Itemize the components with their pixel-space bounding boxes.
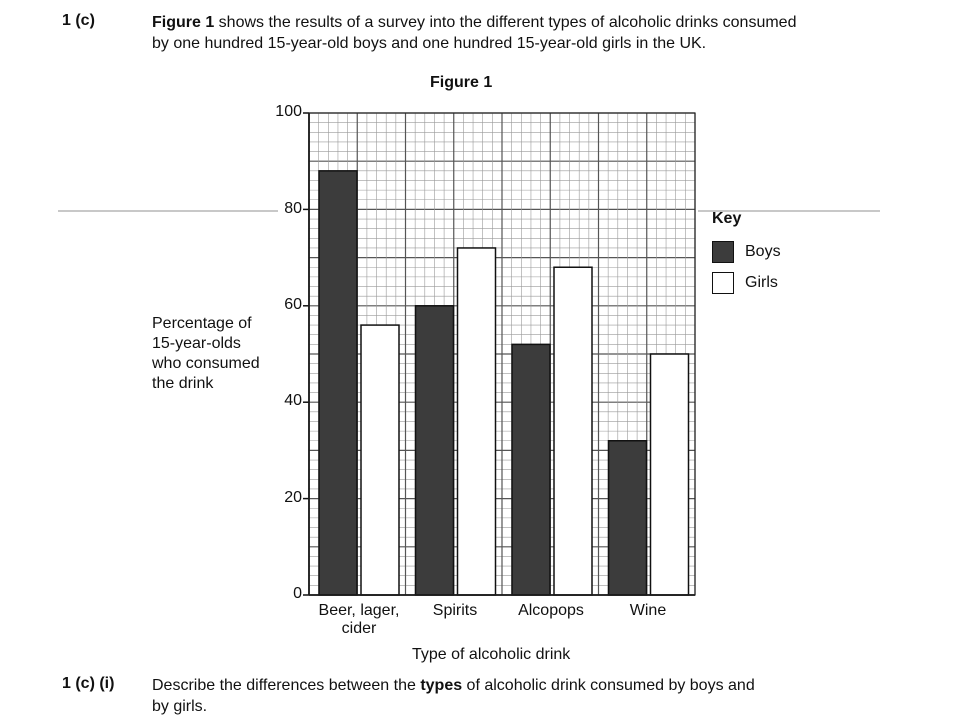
y-axis-label-line-3: who consumed: [152, 355, 260, 372]
x-axis-label: Type of alcoholic drink: [412, 646, 571, 663]
y-tick-label-40: 40: [284, 392, 302, 409]
subquestion-text-bold: types: [420, 677, 463, 694]
legend-swatch-boys: [712, 241, 734, 263]
question-number: 1 (c): [62, 12, 95, 29]
bar-girls-alcopops: [553, 266, 593, 596]
legend-title: Key: [712, 210, 742, 227]
x-category-label-wine: Wine: [629, 602, 667, 619]
bar-boys-alcopops: [511, 343, 551, 596]
subquestion-text-start: Describe the differences between the: [152, 677, 421, 694]
right-divider-line: [698, 210, 880, 212]
question-text-line1: shows the results of a survey into the d…: [214, 14, 797, 31]
bar-girls-beer: [360, 324, 400, 596]
plot-frame: [308, 112, 696, 596]
bar-boys-beer: [318, 170, 358, 596]
y-tick-label-100: 100: [275, 103, 302, 120]
y-axis-label-line-2: 15-year-olds: [152, 335, 241, 352]
y-axis-label-line-4: the drink: [152, 375, 214, 392]
bar-girls-spirits: [456, 247, 497, 596]
figure-reference: Figure 1: [152, 14, 215, 31]
y-tick-label-60: 60: [284, 296, 302, 313]
chart-title: Figure 1: [430, 74, 493, 91]
x-category-label-alcopops: Alcopops: [518, 602, 584, 619]
bar-boys-wine: [607, 440, 648, 596]
x-category-label-beer-line-1: Beer, lager,: [318, 602, 400, 619]
bar-girls-wine: [649, 353, 690, 596]
y-axis-label: Percentage of 15-year-olds who consumed …: [152, 314, 302, 394]
x-category-label-beer-line-2: cider: [341, 620, 377, 637]
subquestion-text-end: of alcoholic drink consumed by boys and: [462, 677, 755, 694]
y-tick-label-80: 80: [284, 200, 302, 217]
subquestion-number: 1 (c) (i): [62, 675, 115, 692]
question-text-line2: by one hundred 15-year-old boys and one …: [152, 35, 707, 52]
legend-label-girls: Girls: [745, 274, 778, 291]
subquestion-text-line2: by girls.: [152, 698, 208, 715]
question-text: Figure 1 shows the results of a survey i…: [152, 12, 932, 54]
y-axis-label-line-1: Percentage of: [152, 315, 252, 332]
x-category-label-spirits: Spirits: [432, 602, 478, 619]
y-tick-label-0: 0: [293, 585, 302, 602]
x-category-label-beer: Beer, lager, cider: [304, 602, 414, 638]
legend-label-boys: Boys: [745, 243, 781, 260]
y-tick-label-20: 20: [284, 489, 302, 506]
left-divider-line: [58, 210, 278, 212]
subquestion-text: Describe the differences between the typ…: [152, 675, 932, 717]
bar-boys-spirits: [414, 305, 455, 596]
legend-swatch-girls: [712, 272, 734, 294]
